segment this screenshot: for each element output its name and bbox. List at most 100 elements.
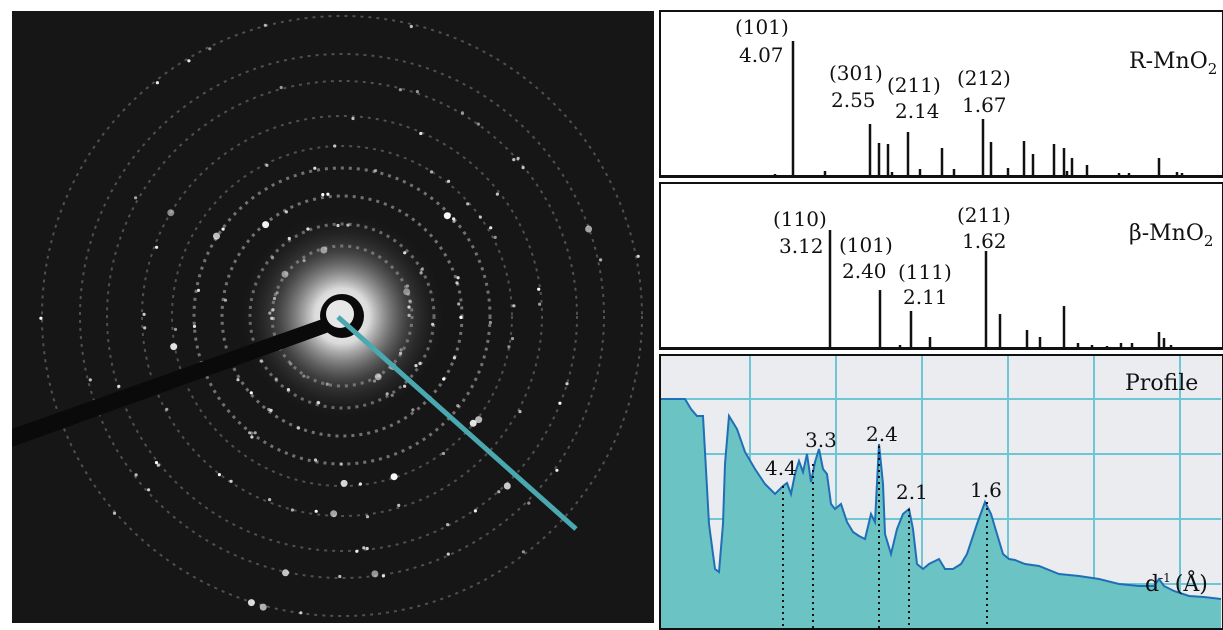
diffraction-spot <box>489 226 493 230</box>
b-label-d-4: 1.62 <box>962 229 1007 253</box>
diffraction-spot <box>516 156 520 160</box>
diffraction-spot <box>284 210 288 214</box>
diffraction-spot <box>340 479 348 487</box>
diffraction-spot <box>497 490 501 494</box>
diffraction-spot <box>459 315 463 319</box>
diffraction-spot <box>143 326 147 330</box>
diffraction-spot <box>466 202 470 206</box>
diffraction-spot <box>518 410 522 414</box>
diffraction-spot <box>362 546 366 550</box>
diffraction-spot <box>452 356 456 360</box>
diffraction-spot <box>156 463 160 467</box>
diffraction-ring <box>106 80 578 552</box>
r-phase-label: R-MnO2 <box>1129 49 1217 78</box>
diffraction-spot <box>351 116 355 121</box>
diffraction-spot <box>236 378 240 382</box>
diffraction-spot <box>265 163 269 167</box>
r-label-hkl-2: (301) <box>829 61 883 85</box>
diffraction-spot <box>488 320 492 325</box>
diffraction-spot <box>253 431 257 435</box>
diffraction-spot <box>538 302 542 306</box>
diffraction-spot <box>446 552 450 556</box>
diffraction-spot <box>117 384 121 388</box>
diffraction-spot <box>521 550 525 554</box>
diffraction-spot <box>452 217 456 221</box>
diffraction-spot <box>365 546 369 551</box>
diffraction-spot <box>221 227 225 231</box>
diffraction-spot <box>321 193 325 197</box>
diffraction-spot <box>476 122 480 126</box>
diffraction-spot <box>507 345 511 349</box>
r-label-hkl-4: (212) <box>957 66 1011 90</box>
diffraction-spot <box>339 462 343 466</box>
r-label-d-2: 2.55 <box>831 88 876 112</box>
central-beam <box>326 300 354 328</box>
diffraction-spot <box>521 166 525 170</box>
profile-area <box>661 399 1221 628</box>
diffraction-spot <box>297 426 301 430</box>
diffraction-spot <box>446 523 450 527</box>
peak-label-5: 1.6 <box>970 478 1002 502</box>
r-label-hkl-3: (211) <box>887 73 941 97</box>
diffraction-spot <box>262 221 270 229</box>
diffraction-spot <box>326 192 330 196</box>
diffraction-spot <box>170 343 178 351</box>
diffraction-spot <box>473 509 477 513</box>
diffraction-spot <box>397 503 401 507</box>
diffraction-ring <box>41 15 643 617</box>
diffraction-spot <box>313 166 317 170</box>
diffraction-spot <box>599 258 603 262</box>
diffraction-spot <box>279 85 283 90</box>
profile-curve <box>661 398 1222 600</box>
peak-label-1: 4.4 <box>765 456 797 480</box>
diffraction-spot <box>469 419 477 427</box>
diffraction-spot <box>585 225 593 233</box>
diffraction-spot <box>456 276 460 280</box>
diffraction-spot <box>429 170 434 174</box>
diffraction-spot <box>475 416 483 424</box>
diffraction-spot <box>510 337 515 341</box>
diffraction-spot <box>134 473 138 477</box>
diffraction-spot <box>142 312 146 316</box>
diffraction-spot <box>313 458 318 462</box>
peak-label-2: 3.3 <box>805 428 837 452</box>
diffraction-spot <box>409 24 413 29</box>
r-mno2-reflection-bars <box>661 41 1222 177</box>
diffraction-spot <box>155 81 159 85</box>
diffraction-spot <box>217 473 221 477</box>
x-axis-label: d-1 (Å) <box>1145 569 1208 597</box>
diffraction-spot <box>338 574 342 579</box>
diffraction-spot <box>355 549 359 553</box>
diffraction-spot <box>223 298 228 302</box>
diffraction-spot <box>263 23 267 27</box>
diffraction-spot <box>330 510 338 518</box>
diffraction-spot <box>636 254 640 258</box>
b-label-hkl-4: (211) <box>957 203 1011 227</box>
diffraction-spot <box>452 219 456 223</box>
r-label-hkl-1: (101) <box>735 15 789 39</box>
diffraction-spot <box>154 461 159 465</box>
r-label-d-3: 2.14 <box>895 99 940 123</box>
diffraction-spot <box>495 192 499 196</box>
diffraction-ring <box>141 115 543 517</box>
diffraction-spot <box>268 498 272 502</box>
diffraction-spot <box>441 451 446 456</box>
diffraction-spot <box>527 501 531 505</box>
diffraction-spot <box>503 482 511 490</box>
beta-mno2-reference-panel: (110) 3.12 (101) 2.40 (111) 2.11 (211) 1… <box>659 182 1223 350</box>
diffraction-spot <box>456 404 460 408</box>
diffraction-spot <box>229 479 233 483</box>
diffraction-spot <box>455 281 459 285</box>
diffraction-spot <box>147 488 151 492</box>
b-label-hkl-2: (101) <box>839 233 893 257</box>
diffraction-spot <box>259 603 267 611</box>
beam-stop <box>12 317 332 447</box>
b-label-d-2: 2.40 <box>842 259 887 283</box>
diffraction-spot <box>442 377 446 381</box>
b-label-hkl-3: (111) <box>898 260 952 284</box>
diffraction-spot <box>555 468 559 472</box>
b-phase-label: β-MnO2 <box>1129 221 1213 250</box>
diffraction-spot <box>460 111 465 115</box>
b-label-hkl-1: (110) <box>773 207 827 231</box>
diffraction-spot <box>478 215 482 219</box>
